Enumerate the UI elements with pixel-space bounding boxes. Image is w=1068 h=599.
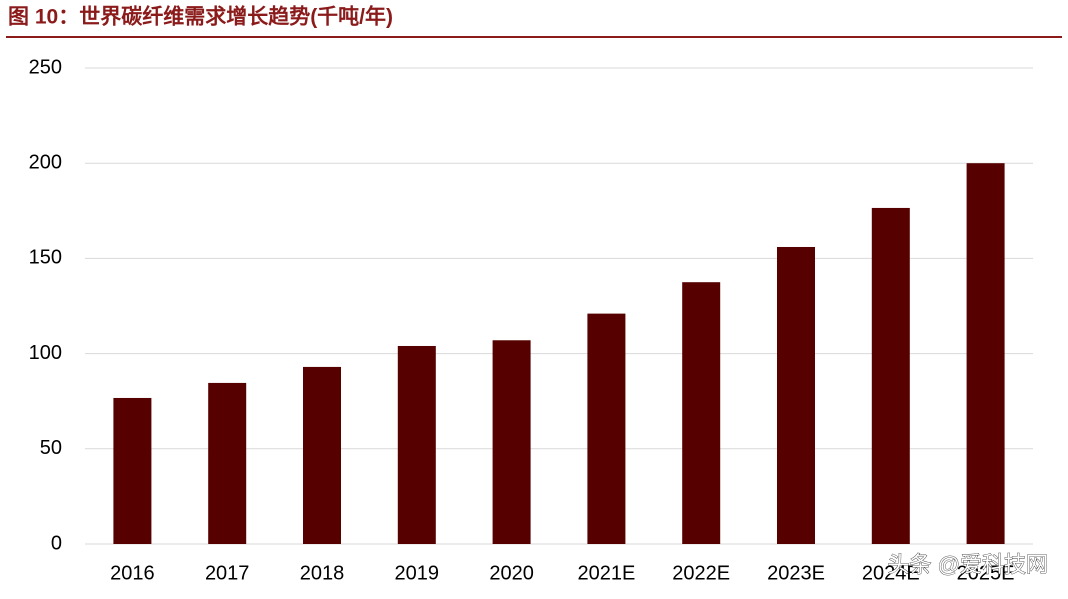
y-tick-label: 100 — [29, 342, 62, 364]
bar — [966, 163, 1005, 544]
x-tick-label: 2021E — [577, 562, 635, 584]
y-tick-label: 0 — [51, 532, 62, 554]
x-tick-label: 2024E — [862, 562, 920, 584]
y-tick-label: 50 — [40, 437, 62, 459]
x-tick-label: 2016 — [110, 562, 155, 584]
x-tick-label: 2018 — [300, 562, 345, 584]
bar — [397, 345, 436, 544]
x-tick-label: 2022E — [672, 562, 730, 584]
x-tick-label: 2023E — [767, 562, 825, 584]
bar — [871, 207, 910, 544]
y-tick-label: 150 — [29, 247, 62, 269]
bar — [208, 382, 247, 544]
y-tick-label: 200 — [29, 151, 62, 173]
bar — [492, 340, 531, 544]
watermark: 头条 @爱科技网 — [888, 552, 1048, 577]
x-tick-label: 2025E — [957, 562, 1015, 584]
x-tick-label: 2019 — [395, 562, 440, 584]
bar — [682, 282, 721, 544]
bar — [113, 397, 152, 544]
x-tick-label: 2017 — [205, 562, 250, 584]
chart-title: 图 10：世界碳纤维需求增长趋势(千吨/年) — [8, 5, 393, 29]
bar — [587, 313, 626, 544]
bar — [777, 246, 815, 544]
bar — [303, 366, 341, 544]
y-tick-label: 250 — [29, 56, 62, 78]
x-tick-label: 2020 — [489, 562, 534, 584]
